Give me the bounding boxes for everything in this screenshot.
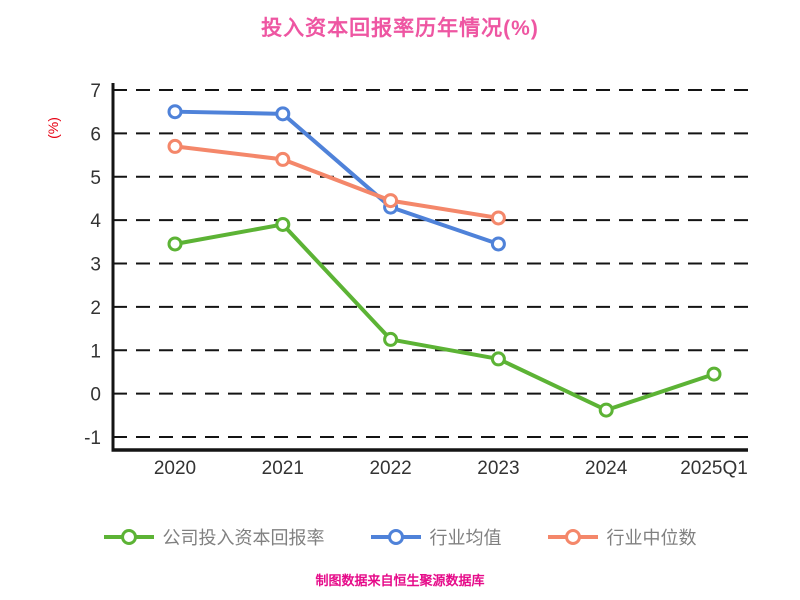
y-tick-label: 2 — [90, 298, 101, 319]
data-point-marker — [167, 236, 183, 252]
data-point-marker — [383, 331, 399, 347]
legend-label: 行业中位数 — [606, 528, 697, 548]
data-point-marker — [275, 216, 291, 232]
y-tick-label: 3 — [90, 255, 101, 276]
data-point-marker — [706, 366, 722, 382]
series-line-2 — [173, 144, 501, 220]
legend-item-0: 公司投入资本回报率 — [103, 524, 325, 550]
y-axis-unit-label: (%) — [45, 117, 61, 139]
legend-marker-icon — [547, 529, 598, 545]
y-tick-label: 1 — [90, 341, 101, 362]
source-note: 制图数据来自恒生聚源数据库 — [315, 573, 485, 588]
legend-circle — [564, 529, 581, 545]
y-tick-label: 5 — [90, 168, 101, 189]
y-tick-label: 0 — [90, 385, 101, 406]
legend: 公司投入资本回报率 行业均值 行业中位数 — [0, 524, 800, 550]
data-point-marker — [490, 210, 506, 226]
y-tick-label: -1 — [84, 428, 101, 449]
series-line-1 — [173, 109, 501, 246]
data-point-marker — [490, 236, 506, 252]
legend-marker-icon — [103, 529, 154, 545]
page-title: 投入资本回报率历年情况(%) — [261, 17, 539, 40]
y-tick-label: 4 — [90, 211, 101, 232]
data-point-marker — [383, 193, 399, 209]
legend-label: 公司投入资本回报率 — [162, 528, 325, 548]
legend-label: 行业均值 — [429, 528, 502, 548]
x-tick-label: 2022 — [369, 458, 411, 479]
legend-circle — [120, 529, 137, 545]
y-tick-label: 6 — [90, 124, 101, 145]
data-point-marker — [167, 138, 183, 154]
data-point-marker — [275, 151, 291, 167]
legend-circle — [387, 529, 404, 545]
data-point-marker — [598, 402, 614, 418]
x-tick-label: 2023 — [477, 458, 519, 479]
x-tick-label: 2024 — [585, 458, 628, 479]
legend-marker-icon — [370, 529, 421, 545]
y-tick-label: 7 — [90, 81, 101, 102]
data-point-marker — [490, 351, 506, 367]
x-tick-label: 2021 — [262, 458, 304, 479]
legend-item-2: 行业中位数 — [547, 524, 697, 550]
series-line-0 — [173, 222, 716, 413]
legend-item-1: 行业均值 — [370, 524, 502, 550]
x-tick-label: 2025Q1 — [680, 458, 748, 479]
data-point-marker — [275, 106, 291, 122]
data-point-marker — [167, 104, 183, 120]
x-tick-label: 2020 — [154, 458, 196, 479]
